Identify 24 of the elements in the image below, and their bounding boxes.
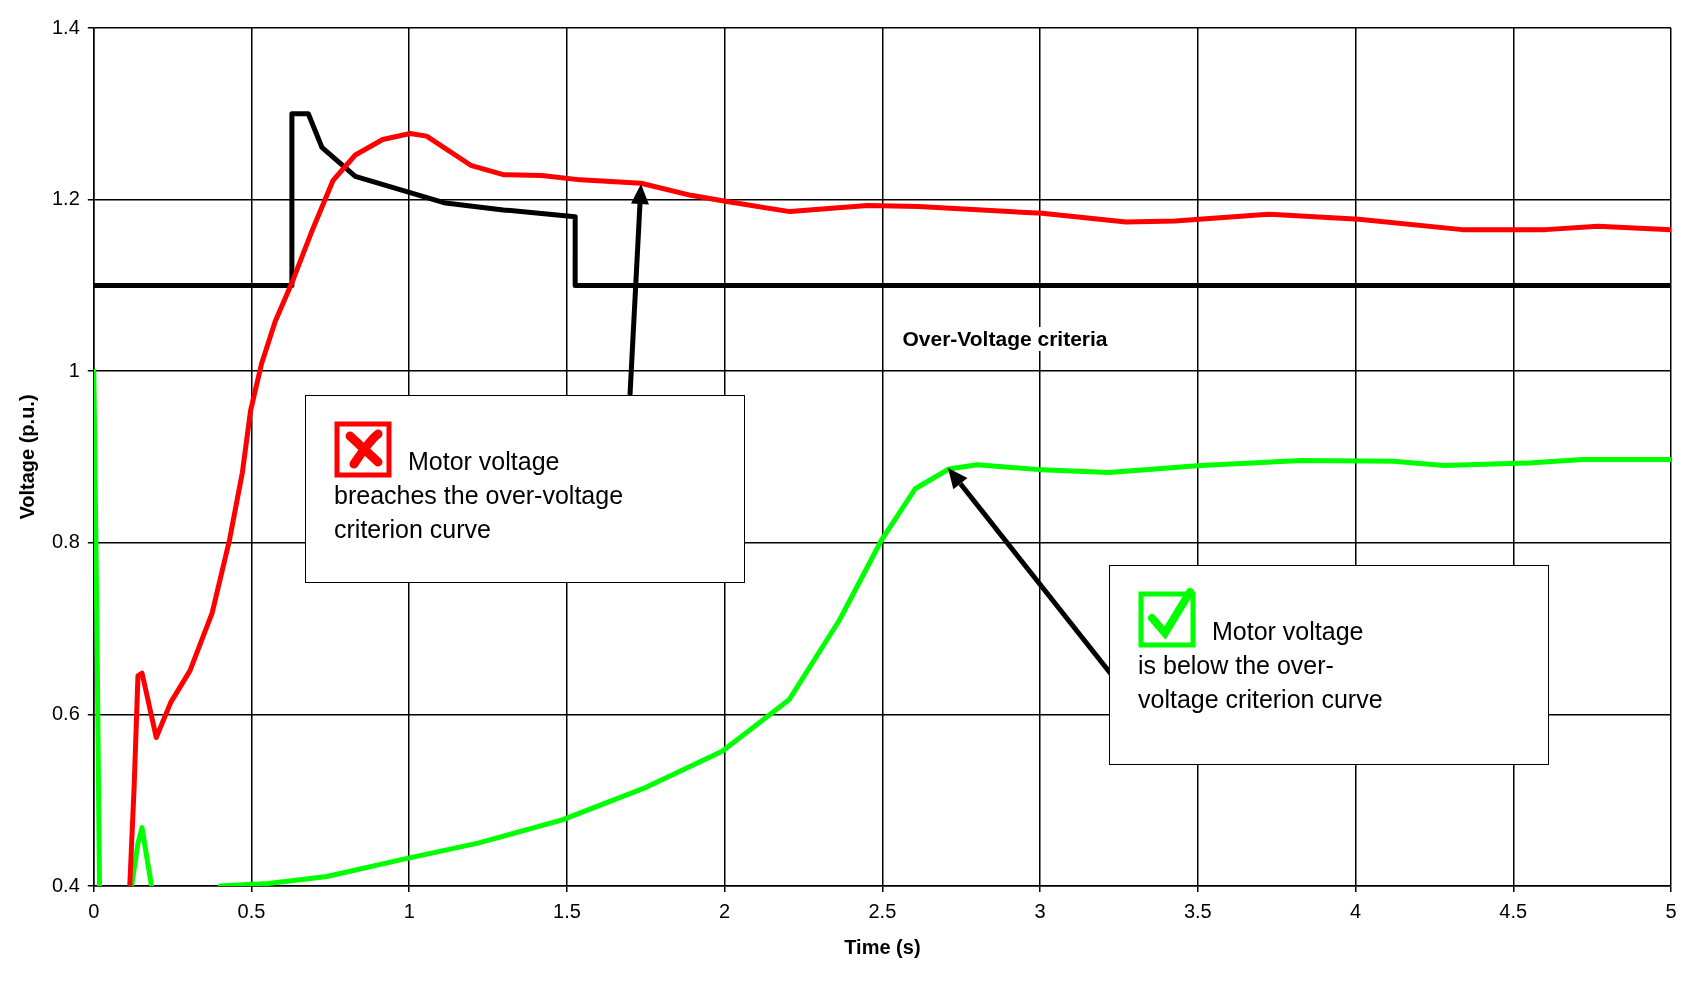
y-tick-label: 0.8 bbox=[51, 530, 80, 553]
x-tick-label: 5 bbox=[1665, 899, 1677, 922]
note-box: Motor voltage breaches the over-voltage criterion curve bbox=[305, 395, 745, 583]
x-tick-label: 3.5 bbox=[1183, 899, 1212, 922]
x-tick-label: 1.5 bbox=[553, 899, 581, 922]
annotation: Over-Voltage criteria bbox=[899, 327, 1111, 351]
x-axis-title: Time (s) bbox=[844, 935, 921, 958]
y-tick-label: 1.4 bbox=[51, 15, 80, 38]
y-tick-label: 1.2 bbox=[51, 187, 80, 210]
y-axis-title: Voltage (p.u.) bbox=[15, 394, 38, 520]
x-tick-label: 4.5 bbox=[1499, 899, 1528, 922]
x-tick-label: 4 bbox=[1350, 899, 1362, 922]
annotation: Motor voltage breaches the over-voltage criterion curve bbox=[334, 447, 624, 543]
x-tick-label: 2.5 bbox=[868, 899, 897, 922]
y-tick-label: 0.4 bbox=[51, 873, 80, 896]
y-tick-label: 0.6 bbox=[51, 701, 80, 724]
x-tick-label: 0.5 bbox=[237, 899, 266, 922]
x-tick-label: 0 bbox=[88, 899, 100, 922]
x-tick-label: 2 bbox=[719, 899, 731, 922]
note-box: Motor voltage is below the over-voltage criterion curve bbox=[1109, 565, 1549, 765]
y-tick-label: 1 bbox=[68, 358, 80, 381]
x-tick-label: 1 bbox=[403, 899, 415, 922]
x-tick-label: 3 bbox=[1034, 899, 1046, 922]
annotation: Motor voltage is below the over-voltage criterion curve bbox=[1138, 617, 1383, 713]
